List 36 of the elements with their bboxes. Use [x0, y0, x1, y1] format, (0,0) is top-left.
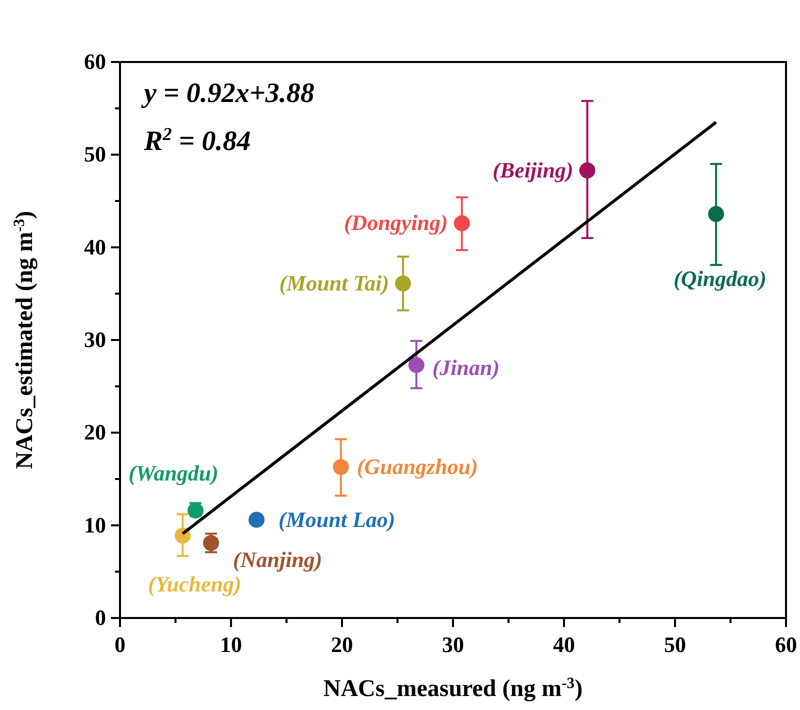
y-tick-label: 10 [84, 512, 106, 538]
series-label: (Beijing) [492, 157, 574, 182]
point [408, 357, 424, 374]
series-label: (Guangzhou) [356, 454, 478, 479]
point [454, 215, 470, 232]
annotation: y = 0.92x+3.88 [141, 78, 314, 109]
series-label: (Wangdu) [128, 460, 219, 486]
point [174, 528, 191, 544]
text: (Qingdao) [674, 266, 767, 291]
y-tick-label: 40 [84, 234, 106, 260]
x-tick-label: 60 [775, 632, 797, 657]
y-tick-label: 20 [84, 420, 106, 445]
x-axis-title: NACs_measured (ng m$^{-3}$) [323, 674, 583, 702]
y-tick-label: 30 [84, 327, 106, 352]
point [708, 206, 724, 222]
x-tick-label: 30 [442, 632, 464, 657]
series-label: (Mount Lao) [278, 506, 396, 532]
y-tick-label: 0 [95, 605, 106, 630]
y-tick-label: 60 [84, 49, 106, 74]
y-tick-label: 50 [84, 142, 106, 167]
series-label: (Nanjing) [233, 546, 322, 572]
series-label: (Jinan) [432, 355, 500, 380]
x-tick-label: 10 [220, 632, 242, 657]
point [395, 275, 412, 292]
x-tick-label: 0 [114, 632, 126, 657]
series-label: (Dongying) [344, 210, 448, 236]
point [332, 458, 349, 475]
x-tick-label: 50 [664, 632, 686, 657]
series-label: (Yucheng) [148, 572, 242, 597]
annotation: R$^{2}$ = 0.84 [143, 124, 251, 157]
x-tick-label: 20 [331, 632, 353, 657]
series-label: (Mount Tai) [279, 270, 390, 296]
point [579, 162, 596, 178]
x-tick-label: 40 [553, 632, 575, 657]
point [248, 512, 265, 528]
point [203, 534, 220, 551]
